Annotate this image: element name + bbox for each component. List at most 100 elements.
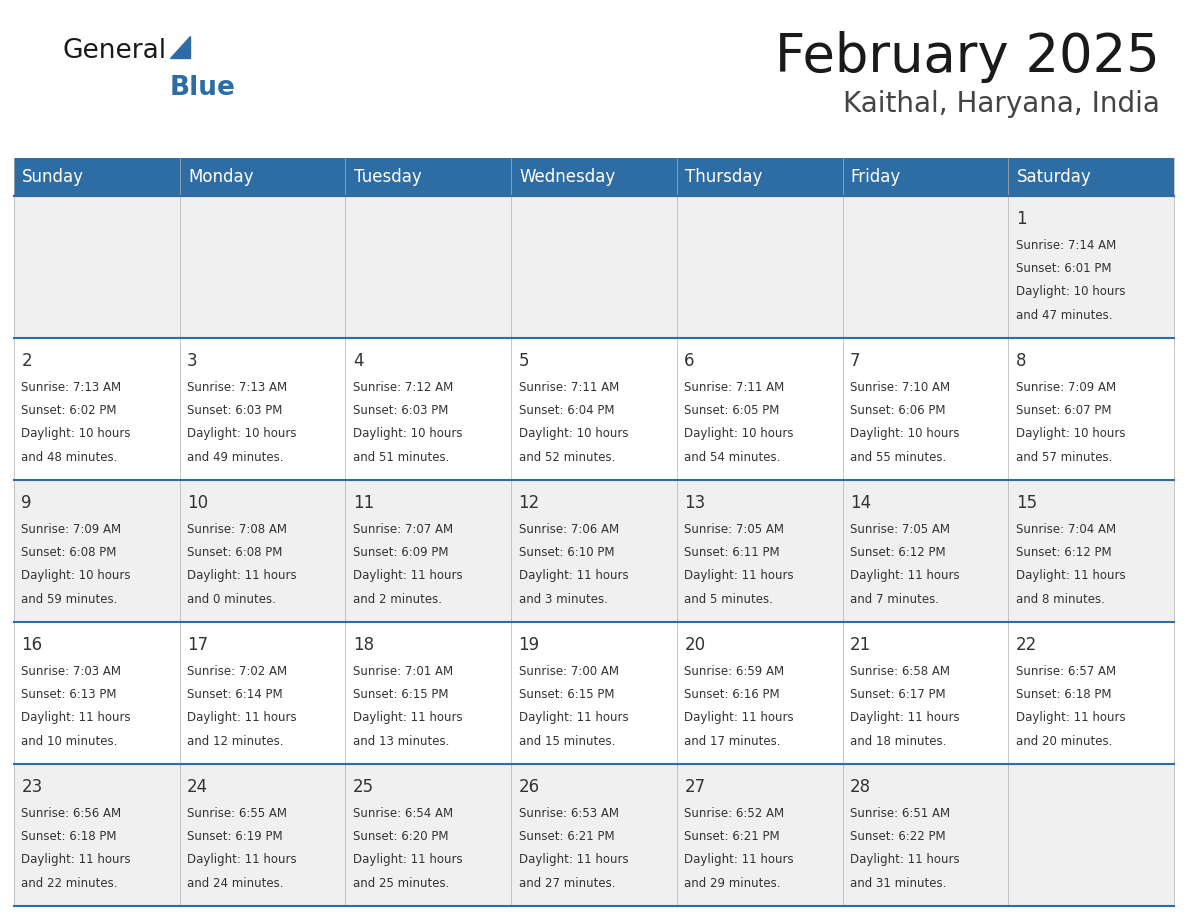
Text: Sunset: 6:15 PM: Sunset: 6:15 PM bbox=[519, 688, 614, 701]
Text: and 2 minutes.: and 2 minutes. bbox=[353, 593, 442, 606]
Bar bbox=[677, 196, 842, 338]
Text: Daylight: 10 hours: Daylight: 10 hours bbox=[188, 428, 297, 441]
Text: February 2025: February 2025 bbox=[776, 31, 1159, 83]
Text: Sunrise: 6:55 AM: Sunrise: 6:55 AM bbox=[188, 807, 287, 820]
Text: 26: 26 bbox=[519, 778, 539, 796]
Text: 24: 24 bbox=[188, 778, 208, 796]
Text: Sunrise: 7:03 AM: Sunrise: 7:03 AM bbox=[21, 665, 121, 677]
Text: 19: 19 bbox=[519, 636, 539, 655]
Text: Daylight: 11 hours: Daylight: 11 hours bbox=[21, 854, 131, 867]
Text: Tuesday: Tuesday bbox=[354, 168, 422, 186]
Text: 23: 23 bbox=[21, 778, 43, 796]
Text: 18: 18 bbox=[353, 636, 374, 655]
Text: Wednesday: Wednesday bbox=[519, 168, 615, 186]
Bar bbox=[842, 196, 1009, 338]
Text: Sunrise: 7:13 AM: Sunrise: 7:13 AM bbox=[21, 381, 121, 394]
Text: Sunset: 6:21 PM: Sunset: 6:21 PM bbox=[519, 830, 614, 843]
Bar bbox=[346, 158, 511, 196]
Bar bbox=[1009, 764, 1174, 906]
Bar bbox=[179, 196, 346, 338]
Text: Daylight: 11 hours: Daylight: 11 hours bbox=[353, 854, 462, 867]
Bar bbox=[511, 196, 677, 338]
Text: and 22 minutes.: and 22 minutes. bbox=[21, 877, 118, 890]
Text: and 29 minutes.: and 29 minutes. bbox=[684, 877, 781, 890]
Bar bbox=[677, 764, 842, 906]
Bar bbox=[14, 764, 179, 906]
Text: Sunset: 6:16 PM: Sunset: 6:16 PM bbox=[684, 688, 781, 701]
Text: Sunset: 6:18 PM: Sunset: 6:18 PM bbox=[1016, 688, 1111, 701]
Bar bbox=[14, 622, 179, 764]
Text: Sunset: 6:05 PM: Sunset: 6:05 PM bbox=[684, 404, 779, 417]
Text: 17: 17 bbox=[188, 636, 208, 655]
Bar bbox=[14, 196, 179, 338]
Text: Sunset: 6:03 PM: Sunset: 6:03 PM bbox=[188, 404, 283, 417]
Text: Daylight: 10 hours: Daylight: 10 hours bbox=[21, 428, 131, 441]
Text: Sunset: 6:03 PM: Sunset: 6:03 PM bbox=[353, 404, 448, 417]
Text: 25: 25 bbox=[353, 778, 374, 796]
Text: 16: 16 bbox=[21, 636, 43, 655]
Bar bbox=[842, 338, 1009, 480]
Text: Thursday: Thursday bbox=[685, 168, 763, 186]
Text: Daylight: 10 hours: Daylight: 10 hours bbox=[519, 428, 628, 441]
Text: and 17 minutes.: and 17 minutes. bbox=[684, 735, 781, 748]
Bar bbox=[842, 158, 1009, 196]
Text: Sunrise: 7:02 AM: Sunrise: 7:02 AM bbox=[188, 665, 287, 677]
Text: Sunrise: 7:05 AM: Sunrise: 7:05 AM bbox=[684, 522, 784, 535]
Text: Sunday: Sunday bbox=[23, 168, 84, 186]
Text: Sunrise: 7:12 AM: Sunrise: 7:12 AM bbox=[353, 381, 453, 394]
Text: Daylight: 11 hours: Daylight: 11 hours bbox=[684, 854, 794, 867]
Text: Sunrise: 7:11 AM: Sunrise: 7:11 AM bbox=[519, 381, 619, 394]
Text: Daylight: 10 hours: Daylight: 10 hours bbox=[1016, 428, 1125, 441]
Bar bbox=[511, 764, 677, 906]
Text: Kaithal, Haryana, India: Kaithal, Haryana, India bbox=[843, 90, 1159, 118]
Text: and 59 minutes.: and 59 minutes. bbox=[21, 593, 118, 606]
Text: Sunrise: 6:56 AM: Sunrise: 6:56 AM bbox=[21, 807, 121, 820]
Text: Sunset: 6:09 PM: Sunset: 6:09 PM bbox=[353, 546, 448, 559]
Text: Daylight: 11 hours: Daylight: 11 hours bbox=[188, 569, 297, 582]
Text: Daylight: 10 hours: Daylight: 10 hours bbox=[684, 428, 794, 441]
Text: Daylight: 10 hours: Daylight: 10 hours bbox=[851, 428, 960, 441]
Text: Sunrise: 6:51 AM: Sunrise: 6:51 AM bbox=[851, 807, 950, 820]
Text: Friday: Friday bbox=[851, 168, 902, 186]
Text: 9: 9 bbox=[21, 494, 32, 512]
Text: Daylight: 11 hours: Daylight: 11 hours bbox=[519, 854, 628, 867]
Text: Daylight: 11 hours: Daylight: 11 hours bbox=[851, 854, 960, 867]
Text: Sunrise: 7:06 AM: Sunrise: 7:06 AM bbox=[519, 522, 619, 535]
Bar bbox=[1009, 622, 1174, 764]
Bar bbox=[1009, 338, 1174, 480]
Text: and 7 minutes.: and 7 minutes. bbox=[851, 593, 939, 606]
Bar bbox=[1009, 158, 1174, 196]
Bar bbox=[842, 480, 1009, 622]
Text: and 47 minutes.: and 47 minutes. bbox=[1016, 308, 1112, 322]
Text: Saturday: Saturday bbox=[1017, 168, 1092, 186]
Text: Sunrise: 6:57 AM: Sunrise: 6:57 AM bbox=[1016, 665, 1116, 677]
Text: Sunset: 6:18 PM: Sunset: 6:18 PM bbox=[21, 830, 116, 843]
Text: 5: 5 bbox=[519, 353, 529, 370]
Text: Sunrise: 7:09 AM: Sunrise: 7:09 AM bbox=[1016, 381, 1116, 394]
Text: and 27 minutes.: and 27 minutes. bbox=[519, 877, 615, 890]
Bar bbox=[179, 158, 346, 196]
Text: Sunrise: 6:52 AM: Sunrise: 6:52 AM bbox=[684, 807, 784, 820]
Bar bbox=[677, 622, 842, 764]
Text: Sunrise: 7:08 AM: Sunrise: 7:08 AM bbox=[188, 522, 287, 535]
Text: and 25 minutes.: and 25 minutes. bbox=[353, 877, 449, 890]
Text: Sunset: 6:11 PM: Sunset: 6:11 PM bbox=[684, 546, 781, 559]
Text: and 20 minutes.: and 20 minutes. bbox=[1016, 735, 1112, 748]
Text: Daylight: 11 hours: Daylight: 11 hours bbox=[519, 711, 628, 724]
Text: and 5 minutes.: and 5 minutes. bbox=[684, 593, 773, 606]
Polygon shape bbox=[170, 36, 190, 58]
Text: Sunset: 6:02 PM: Sunset: 6:02 PM bbox=[21, 404, 116, 417]
Text: Daylight: 11 hours: Daylight: 11 hours bbox=[851, 711, 960, 724]
Bar bbox=[179, 480, 346, 622]
Text: Daylight: 11 hours: Daylight: 11 hours bbox=[851, 569, 960, 582]
Text: Sunrise: 7:07 AM: Sunrise: 7:07 AM bbox=[353, 522, 453, 535]
Bar bbox=[179, 622, 346, 764]
Text: Sunset: 6:07 PM: Sunset: 6:07 PM bbox=[1016, 404, 1111, 417]
Text: 1: 1 bbox=[1016, 210, 1026, 229]
Text: Sunset: 6:14 PM: Sunset: 6:14 PM bbox=[188, 688, 283, 701]
Text: Sunset: 6:19 PM: Sunset: 6:19 PM bbox=[188, 830, 283, 843]
Text: and 57 minutes.: and 57 minutes. bbox=[1016, 451, 1112, 464]
Text: Sunrise: 6:54 AM: Sunrise: 6:54 AM bbox=[353, 807, 453, 820]
Text: 7: 7 bbox=[851, 353, 860, 370]
Bar bbox=[677, 158, 842, 196]
